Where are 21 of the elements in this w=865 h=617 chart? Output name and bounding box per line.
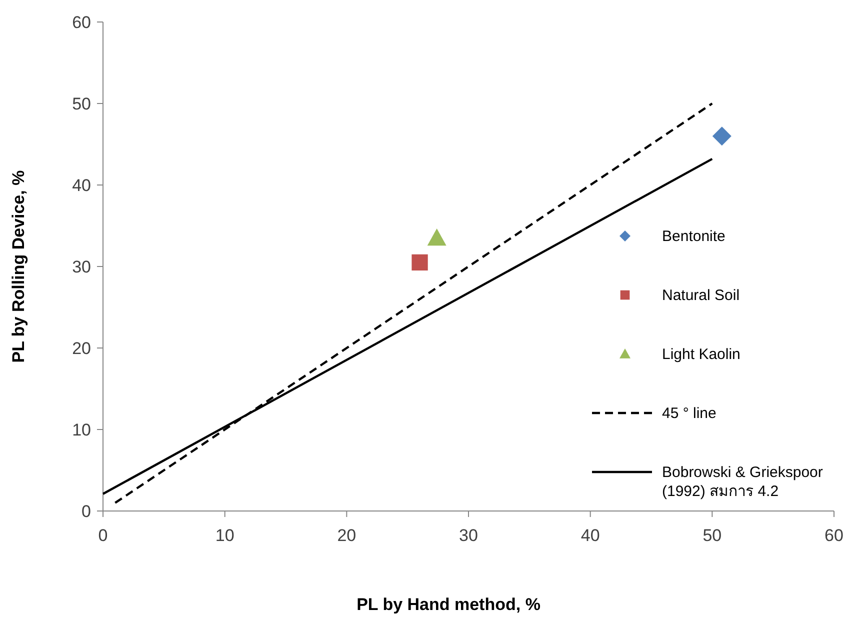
y-tick-label: 40 — [72, 176, 91, 195]
x-axis-title: PL by Hand method, % — [356, 595, 540, 614]
x-tick-label: 30 — [459, 526, 478, 545]
x-tick-label: 50 — [702, 526, 722, 545]
x-tick-label: 10 — [215, 526, 234, 545]
x-tick-label: 20 — [337, 526, 356, 545]
legend-label: Bobrowski & Griekspoor (1992) สมการ 4.2 — [662, 464, 823, 500]
legend-label: Light Kaolin — [662, 346, 740, 363]
legend-label: 45 ° line — [662, 405, 716, 422]
y-tick-label: 60 — [72, 13, 91, 32]
y-tick-label: 20 — [72, 339, 91, 358]
y-tick-label: 0 — [82, 502, 91, 521]
legend-label: Natural Soil — [662, 287, 740, 304]
y-tick-label: 30 — [72, 258, 91, 276]
y-tick-label: 50 — [72, 94, 91, 114]
x-tick-label: 60 — [824, 526, 844, 545]
x-tick-label: 0 — [98, 526, 108, 545]
y-axis-title: PL by Rolling Device, % — [9, 170, 28, 363]
x-tick-label: 40 — [580, 526, 600, 545]
legend-label: Bentonite — [662, 228, 726, 245]
y-tick-label: 10 — [72, 420, 91, 440]
